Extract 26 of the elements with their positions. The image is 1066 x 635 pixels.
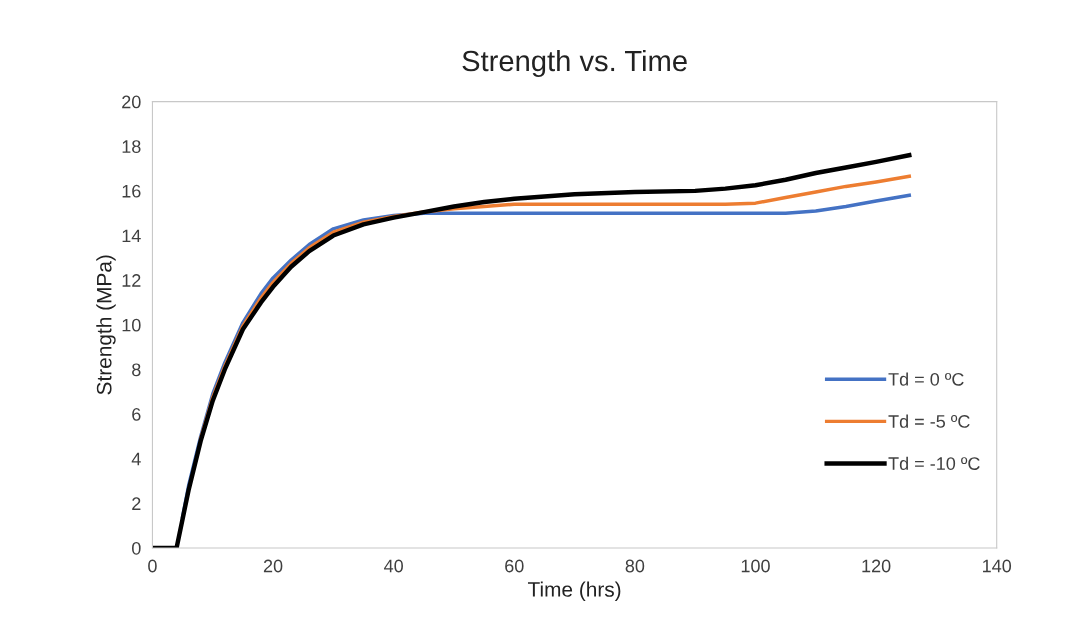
x-axis-title: Time (hrs) bbox=[527, 581, 621, 601]
y-tick-label: 2 bbox=[132, 497, 141, 510]
x-tick-label: 0 bbox=[148, 559, 157, 573]
y-axis-title: Strength (MPa) bbox=[96, 255, 116, 395]
x-tick-label: 140 bbox=[983, 559, 1012, 573]
y-tick-label: 16 bbox=[122, 184, 141, 198]
y-tick-label: 0 bbox=[131, 541, 141, 555]
line-series bbox=[152, 152, 912, 549]
y-tick-label: 8 bbox=[132, 363, 141, 377]
y-tick-label: 12 bbox=[122, 274, 141, 287]
chart-title: Strength vs. Time bbox=[462, 49, 687, 78]
y-tick-label: 18 bbox=[122, 140, 141, 153]
x-tick-label: 120 bbox=[862, 559, 891, 573]
x-tick-label: 60 bbox=[505, 559, 524, 573]
legend-label: Td = 0 ºC bbox=[888, 372, 964, 386]
y-tick-label: 6 bbox=[132, 408, 141, 421]
y-tick-label: 20 bbox=[122, 95, 141, 109]
y-tick-label: 10 bbox=[122, 318, 141, 332]
legend-label: Td = -10 ºC bbox=[888, 456, 980, 470]
x-tick-label: 100 bbox=[741, 559, 770, 573]
y-tick-label: 4 bbox=[131, 452, 141, 466]
y-tick-label: 14 bbox=[122, 229, 141, 243]
x-tick-label: 80 bbox=[625, 559, 645, 573]
x-tick-label: 40 bbox=[384, 559, 403, 573]
legend-label: Td = -5 ºC bbox=[888, 414, 970, 428]
x-tick-label: 20 bbox=[263, 559, 283, 573]
